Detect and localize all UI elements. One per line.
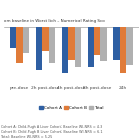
Bar [88,27,94,67]
Bar [10,27,17,48]
Bar [42,27,49,51]
Legend: Cohort A, Cohort B, Total: Cohort A, Cohort B, Total [38,105,105,112]
Bar [68,27,75,60]
Bar [101,27,107,61]
Bar [75,27,81,67]
Bar [36,27,42,70]
Bar [17,27,23,63]
Bar [126,27,133,65]
Text: Cohort A: Child-Pugh A Liver Cohort; Baseline WI-NRS = 4.3
Cohort B: Child-Pugh : Cohort A: Child-Pugh A Liver Cohort; Bas… [1,125,103,139]
Bar [94,27,101,55]
Bar [120,27,126,73]
Bar [49,27,55,63]
Text: om baseline in Worst Itch – Numerical Rating Sco: om baseline in Worst Itch – Numerical Ra… [4,19,105,23]
Bar [62,27,68,73]
Bar [23,27,29,53]
Bar [113,27,120,60]
